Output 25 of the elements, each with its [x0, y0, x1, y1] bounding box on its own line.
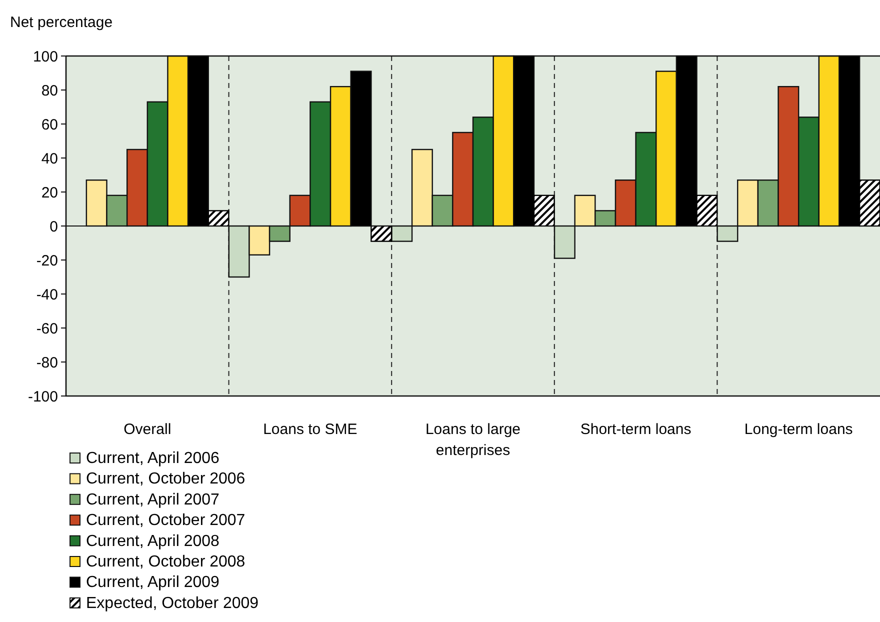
legend-label: Current, April 2009	[86, 574, 220, 592]
legend-label: Current, October 2007	[86, 512, 246, 530]
legend-label: Current, April 2006	[86, 450, 220, 467]
x-tick-label: Long-term loans	[744, 421, 853, 438]
y-tick-label: 40	[41, 150, 58, 168]
y-tick-label: 80	[41, 82, 58, 100]
legend-label: Current, April 2008	[86, 532, 220, 550]
y-tick-label: 100	[32, 48, 58, 66]
x-tick-label: Short-term loans	[580, 421, 692, 438]
y-tick-label: -80	[36, 354, 58, 372]
y-tick-label: 60	[41, 116, 58, 134]
y-tick-label: -20	[36, 252, 58, 270]
legend-label: Current, October 2006	[86, 470, 246, 488]
x-tick-label: Loans to SME	[263, 421, 358, 438]
legend-label: Expected, October 2009	[86, 594, 259, 612]
legend-label: Current, April 2007	[86, 491, 220, 508]
y-axis-title: Net percentage	[10, 14, 113, 31]
y-tick-label: 20	[41, 184, 58, 202]
x-tick-label: Loans to large enterprises	[425, 421, 521, 459]
y-tick-label: -100	[28, 388, 58, 406]
x-tick-label: Overall	[124, 421, 172, 438]
legend-label: Current, October 2008	[86, 554, 246, 570]
y-tick-label: -40	[36, 286, 58, 304]
y-tick-label: -60	[36, 320, 58, 338]
y-tick-label: 0	[50, 218, 58, 236]
